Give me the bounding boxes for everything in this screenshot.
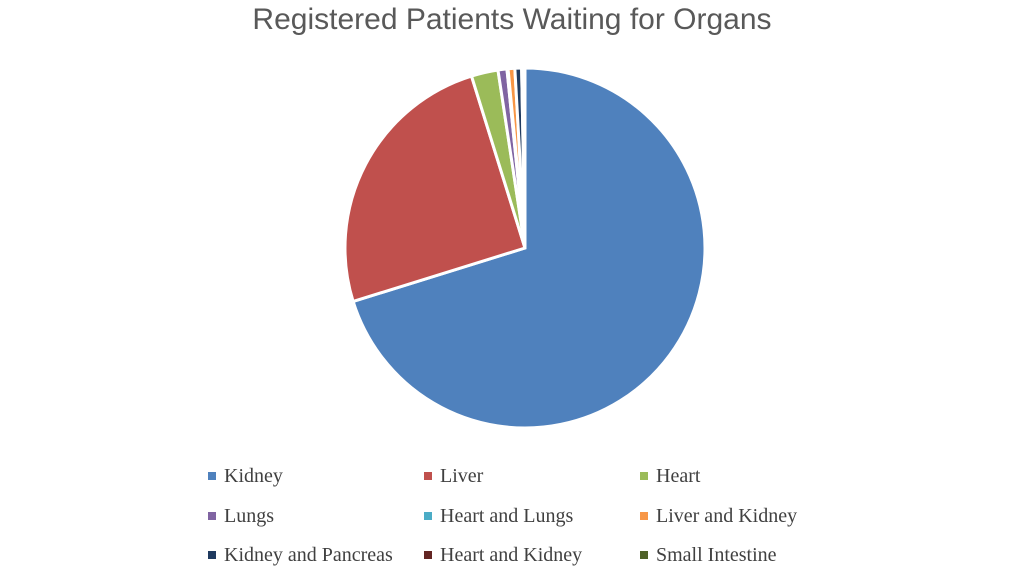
legend-swatch [208,472,216,480]
legend-label: Liver and Kidney [656,504,798,527]
legend-swatch [640,472,648,480]
chart-title: Registered Patients Waiting for Organs [252,3,772,36]
legend-item-heart-and-lungs: Heart and Lungs [424,504,573,528]
legend-item-kidney: Kidney [208,464,283,488]
legend-item-liver-and-kidney: Liver and Kidney [640,504,797,528]
legend-swatch [208,512,216,520]
legend-label: Lungs [224,504,274,527]
legend-label: Kidney and Pancreas [224,543,393,566]
pie-slice-kidney [351,66,707,430]
legend-swatch [640,512,648,520]
legend-swatch [424,512,432,520]
legend-item-liver: Liver [424,464,483,488]
legend-label: Heart and Lungs [440,504,574,527]
legend-item-lungs: Lungs [208,504,274,528]
legend-item-small-intestine: Small Intestine [640,543,777,567]
legend-label: Small Intestine [656,543,777,566]
pie-slice-small-intestine [522,66,527,250]
pie-slice-liver [343,74,527,303]
legend-label: Heart and Kidney [440,543,583,566]
legend-item-heart-and-kidney: Heart and Kidney [424,543,582,567]
legend-swatch [208,551,216,559]
legend-swatch [424,472,432,480]
legend-swatch [640,551,648,559]
legend-item-kidney-and-pancreas: Kidney and Pancreas [208,543,393,567]
legend-label: Kidney [224,464,283,487]
legend-label: Liver [440,464,484,487]
legend-label: Heart [656,464,701,487]
legend-swatch [424,551,432,559]
legend-item-heart: Heart [640,464,700,488]
